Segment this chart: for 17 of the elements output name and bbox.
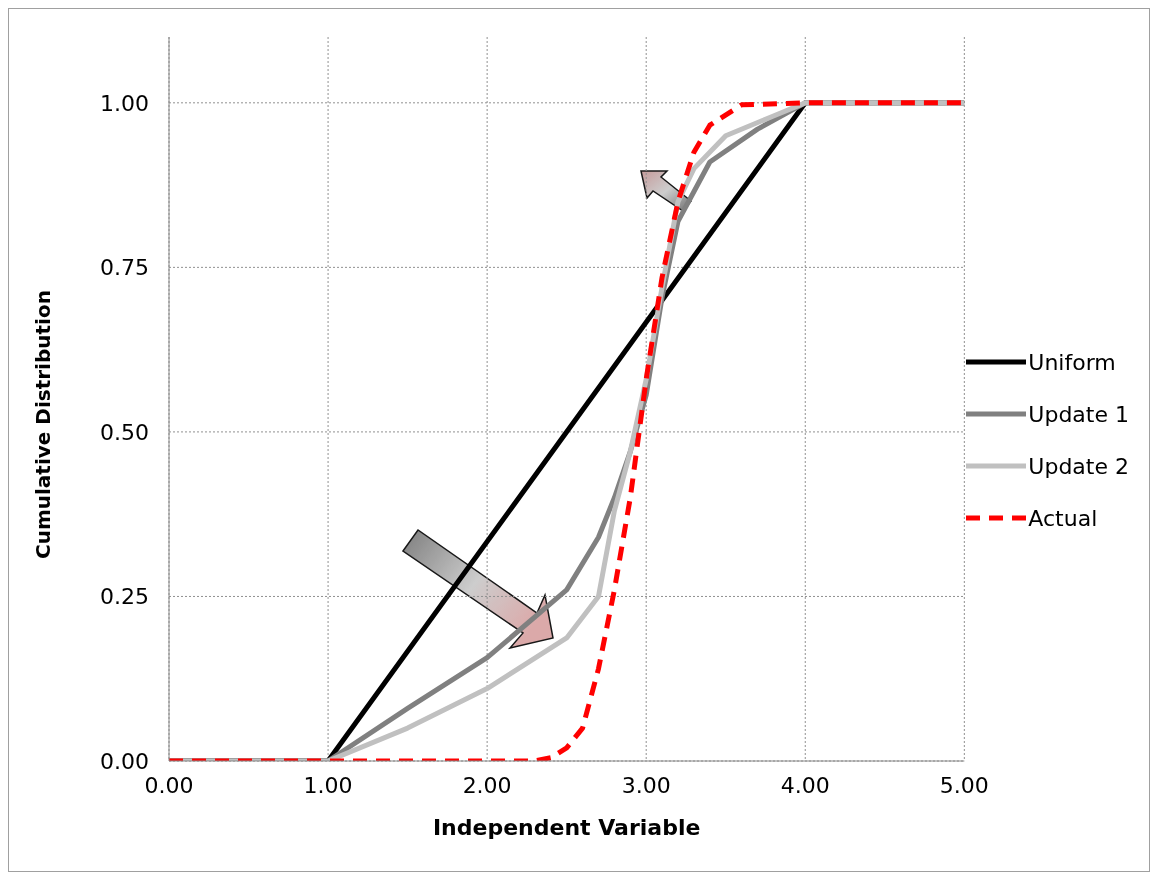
- legend-label: Update 1: [1028, 401, 1129, 427]
- x-tick-label: 3.00: [621, 772, 671, 798]
- y-tick-label: 0.25: [100, 584, 149, 610]
- x-tick-label: 1.00: [303, 772, 353, 798]
- legend-label: Actual: [1028, 505, 1098, 531]
- y-tick-label: 0.00: [100, 748, 149, 774]
- x-axis-title: Independent Variable: [432, 815, 701, 840]
- x-tick-label: 0.00: [144, 772, 194, 798]
- x-tick-label: 5.00: [939, 772, 989, 798]
- y-tick-label: 1.00: [100, 90, 149, 116]
- y-tick-label: 0.75: [100, 255, 149, 281]
- x-tick-label: 4.00: [780, 772, 830, 798]
- y-axis-title: Cumulative Distribution: [31, 290, 56, 559]
- legend-label: Uniform: [1028, 349, 1116, 375]
- x-tick-label: 2.00: [462, 772, 512, 798]
- y-tick-label: 0.50: [100, 419, 149, 445]
- legend-label: Update 2: [1028, 453, 1129, 479]
